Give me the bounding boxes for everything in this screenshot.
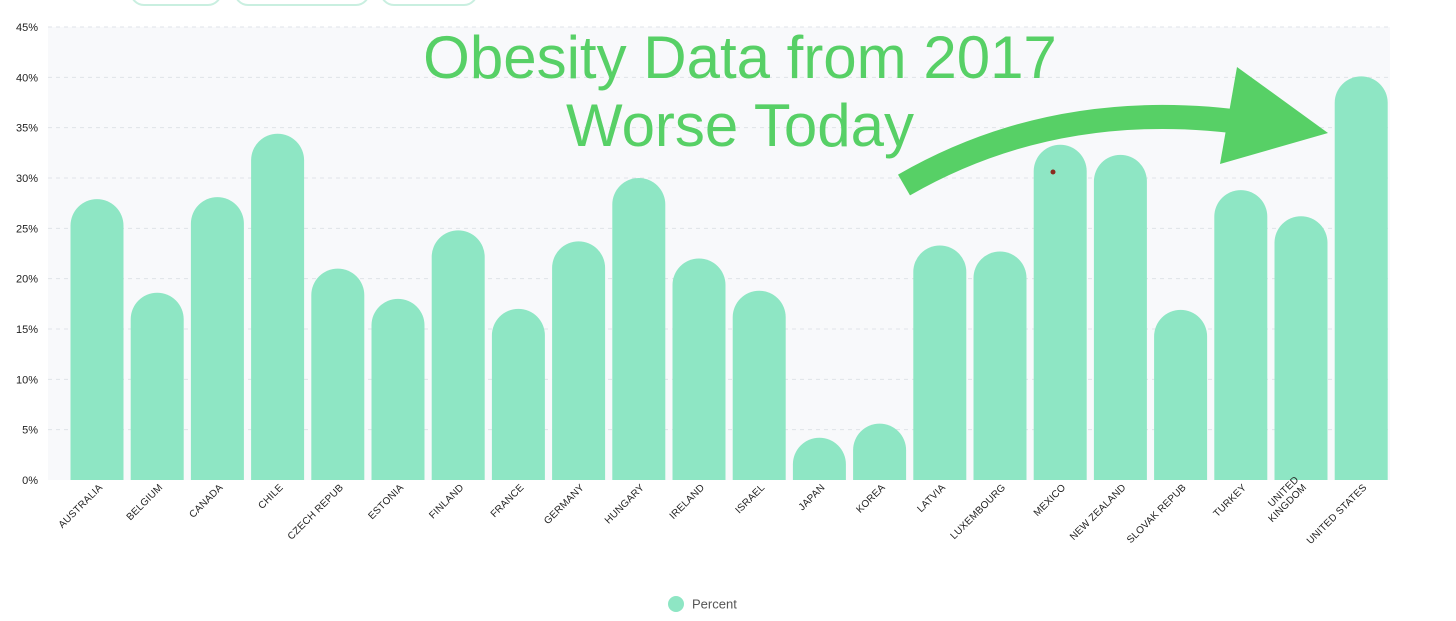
- bar[interactable]: [1274, 216, 1328, 480]
- y-tick-label: 30%: [16, 173, 38, 185]
- x-tick-label-line: LUXEMBOURG: [949, 482, 1008, 541]
- title-line-2: Worse Today: [566, 92, 914, 159]
- x-tick-label-line: BELGIUM: [125, 482, 166, 523]
- bar[interactable]: [371, 298, 425, 480]
- bar[interactable]: [431, 230, 485, 480]
- x-tick-label: HUNGARY: [603, 482, 647, 526]
- x-axis: AUSTRALIA BELGIUM CANADA CHILE CZECH REPUB ES…: [57, 475, 1370, 547]
- x-tick-label-line: HUNGARY: [603, 482, 647, 526]
- bars: [70, 76, 1388, 481]
- x-tick-label: ISRAEL: [734, 482, 768, 516]
- x-tick-label: CANADA: [187, 482, 225, 520]
- x-tick-label: KOREA: [854, 482, 887, 515]
- y-axis: 0% 5% 10% 15% 20% 25% 30% 35% 40% 45%: [16, 22, 38, 487]
- x-tick-label: CZECH REPUB: [286, 482, 346, 542]
- x-tick-label-line: TURKEY: [1212, 482, 1249, 519]
- y-tick-label: 20%: [16, 274, 38, 286]
- bar[interactable]: [792, 437, 846, 480]
- bar[interactable]: [612, 178, 666, 480]
- x-tick-label: BELGIUM: [125, 482, 166, 523]
- title-line-1: Obesity Data from 2017: [423, 24, 1057, 91]
- x-tick-label: MEXICO: [1032, 482, 1069, 519]
- bar[interactable]: [311, 268, 365, 480]
- x-tick-label: AUSTRALIA: [57, 482, 105, 530]
- x-tick-label: UNITED STATES: [1305, 482, 1369, 546]
- x-tick-label-line: LATVIA: [915, 482, 948, 515]
- x-tick-label: SLOVAK REPUB: [1125, 482, 1189, 546]
- x-tick-label-line: CANADA: [187, 482, 225, 520]
- x-tick-label-line: ESTONIA: [366, 482, 406, 522]
- filter-pill-row: [0, 0, 1456, 8]
- bar[interactable]: [251, 133, 305, 480]
- bar[interactable]: [552, 241, 606, 480]
- bar[interactable]: [973, 251, 1027, 480]
- bar[interactable]: [1334, 76, 1388, 481]
- y-tick-label: 5%: [22, 425, 38, 437]
- chart-title: Obesity Data from 2017 Worse Today: [423, 24, 1057, 159]
- y-tick-label: 35%: [16, 123, 38, 135]
- y-tick-label: 25%: [16, 223, 38, 235]
- x-tick-label-line: IRELAND: [668, 482, 707, 521]
- legend-swatch: [668, 596, 684, 612]
- x-tick-label-line: CZECH REPUB: [286, 482, 346, 542]
- x-tick-label-line: MEXICO: [1032, 482, 1069, 519]
- x-tick-label-line: NEW ZEALAND: [1068, 482, 1128, 542]
- bar[interactable]: [190, 197, 244, 480]
- x-tick-label-line: CHILE: [256, 482, 285, 511]
- bar[interactable]: [130, 292, 184, 480]
- bar[interactable]: [1214, 190, 1268, 480]
- annotation-arrow: [898, 67, 1328, 196]
- y-tick-label: 10%: [16, 374, 38, 386]
- x-tick-label: FRANCE: [489, 482, 527, 520]
- x-tick-label-line: JAPAN: [797, 482, 828, 513]
- x-tick-label: NEW ZEALAND: [1068, 482, 1128, 542]
- x-tick-label-line: GERMANY: [542, 482, 587, 527]
- x-tick-label: TURKEY: [1212, 482, 1249, 519]
- bar[interactable]: [1033, 144, 1087, 480]
- legend-label: Percent: [692, 597, 737, 612]
- x-tick-label-line: SLOVAK REPUB: [1125, 482, 1189, 546]
- x-tick-label: GERMANY: [542, 482, 587, 527]
- x-tick-label-line: AUSTRALIA: [57, 482, 105, 530]
- x-tick-label: JAPAN: [797, 482, 828, 513]
- x-tick-label-line: ISRAEL: [734, 482, 768, 516]
- y-tick-label: 40%: [16, 72, 38, 84]
- x-tick-label: ESTONIA: [366, 482, 406, 522]
- x-tick-label: LATVIA: [915, 482, 948, 515]
- x-tick-label: CHILE: [256, 482, 285, 511]
- x-tick-label: LUXEMBOURG: [949, 482, 1008, 541]
- arrow-head: [1220, 67, 1328, 164]
- x-tick-label: IRELAND: [668, 482, 707, 521]
- x-tick-label-line: KOREA: [854, 482, 887, 515]
- x-tick-label-line: FRANCE: [489, 482, 527, 520]
- y-tick-label: 0%: [22, 475, 38, 487]
- y-tick-label: 45%: [16, 22, 38, 34]
- y-tick-label: 15%: [16, 324, 38, 336]
- bar[interactable]: [913, 245, 967, 480]
- legend[interactable]: Percent: [668, 596, 737, 612]
- red-dot-mark: [1050, 169, 1056, 175]
- x-tick-label: FINLAND: [427, 482, 466, 521]
- bar[interactable]: [672, 258, 726, 480]
- bar[interactable]: [853, 423, 907, 480]
- arrow-shaft: [898, 104, 1257, 196]
- bar[interactable]: [491, 308, 545, 480]
- bar[interactable]: [1154, 309, 1208, 480]
- bar[interactable]: [732, 290, 786, 480]
- x-tick-label-line: FINLAND: [427, 482, 466, 521]
- bar[interactable]: [70, 199, 124, 480]
- x-tick-label-line: UNITED STATES: [1305, 482, 1369, 546]
- bar[interactable]: [1093, 154, 1147, 480]
